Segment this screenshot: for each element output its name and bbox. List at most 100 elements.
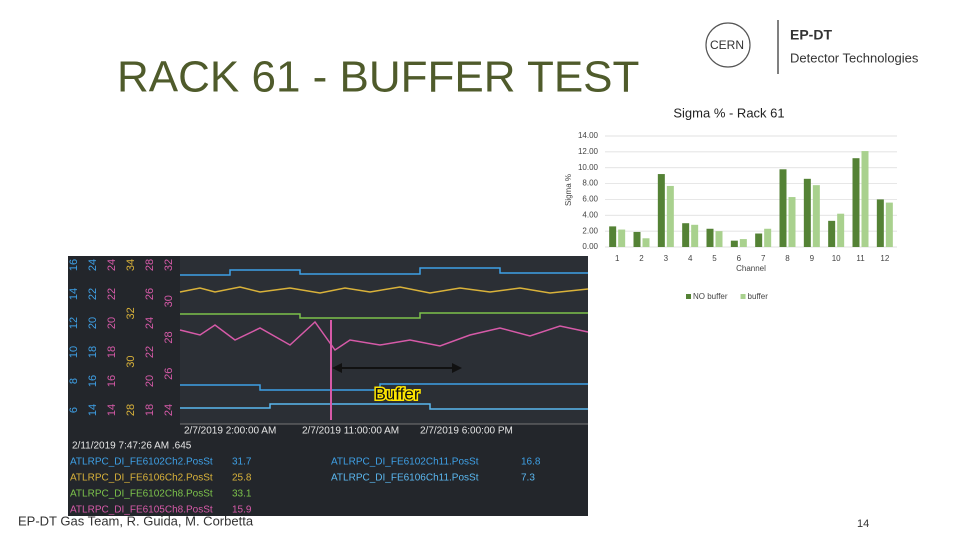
bar	[812, 185, 820, 247]
chart: Sigma % - Rack 61 Sigma % Channel 0.00 2.…	[564, 105, 897, 301]
x-tick-label: 1	[615, 254, 620, 263]
annotation: Buffer	[374, 384, 419, 403]
x-tick-label: 11	[856, 254, 865, 263]
bar	[730, 240, 738, 247]
trace	[180, 403, 588, 410]
bar	[609, 226, 617, 247]
tag-name: ATLRPC_DI_FE6102Ch11.PosSt	[331, 457, 479, 468]
scale-label: 34	[125, 259, 137, 271]
bar	[837, 213, 845, 247]
y-axis-label: Sigma %	[564, 174, 573, 206]
plot-area	[180, 256, 588, 424]
bar	[876, 199, 884, 247]
tag-value: 7.3	[521, 473, 535, 484]
logo-name: CERN	[710, 38, 744, 52]
tag-name: ATLRPC_DI_FE6106Ch11.PosSt	[331, 473, 479, 484]
bar	[828, 220, 836, 247]
x-tick-label: 3	[664, 254, 669, 263]
x-tick-label: 9	[810, 254, 815, 263]
chart-title: Sigma % - Rack 61	[673, 105, 784, 120]
scale-label: 32	[125, 307, 137, 319]
bar	[642, 238, 650, 247]
y-tick-label: 2.00	[582, 226, 598, 235]
y-tick-label: 6.00	[582, 195, 598, 204]
x-axis-label: Channel	[736, 264, 766, 273]
scale-label: 26	[144, 288, 156, 300]
scale-label: 20	[106, 317, 118, 329]
trace	[179, 286, 589, 294]
scale-label: 24	[144, 317, 156, 329]
time-label: 2/7/2019 6:00:00 PM	[420, 426, 513, 437]
x-tick-label: 8	[785, 254, 790, 263]
trace	[179, 320, 589, 352]
legend-swatch	[686, 294, 691, 299]
logo-subtitle: Detector Technologies	[790, 50, 919, 65]
scale-label: 28	[144, 259, 156, 271]
tag-name: ATLRPC_DI_FE6105Ch8.PosSt	[70, 505, 213, 516]
x-tick-label: 2	[639, 254, 644, 263]
scale-label: 16	[87, 375, 99, 387]
scale-label: 32	[163, 259, 175, 271]
y-tick-label: 0.00	[582, 242, 598, 251]
y-tick-label: 12.00	[578, 147, 599, 156]
legend-swatch	[740, 294, 746, 299]
bar	[885, 202, 893, 247]
scale-label: 18	[87, 346, 99, 358]
scale-label: 24	[87, 259, 99, 271]
bar	[852, 158, 860, 247]
bar	[788, 197, 796, 247]
tag-value: 16.8	[521, 457, 541, 468]
tag-value: 15.9	[232, 505, 252, 516]
scale-label: 6	[68, 407, 80, 413]
tag-name: ATLRPC_DI_FE6102Ch8.PosSt	[70, 489, 213, 500]
monitor-screenshot: Buffer 2/11/2019 7:47:26 AM .645 6 8 10 12 1…	[68, 256, 589, 516]
bar	[715, 231, 723, 247]
y-tick-label: 8.00	[582, 179, 598, 188]
scale-label: 14	[106, 404, 118, 416]
bar	[633, 231, 641, 247]
scale-label: 24	[163, 404, 175, 416]
x-tick-label: 7	[761, 254, 766, 263]
scale-label: 14	[68, 288, 80, 300]
bar	[779, 169, 787, 247]
bar	[739, 239, 747, 247]
bar	[755, 233, 763, 247]
scale-label: 16	[68, 259, 80, 271]
scale-label: 28	[163, 331, 175, 343]
tag-value: 25.8	[232, 473, 252, 484]
x-tick-label: 12	[880, 254, 889, 263]
arrow-head	[452, 363, 462, 373]
tag-name: ATLRPC_DI_FE6102Ch2.PosSt	[70, 457, 213, 468]
scale-label: 22	[106, 288, 118, 300]
scale-label: 30	[125, 356, 137, 368]
logo-ring	[705, 22, 751, 68]
cursor-time: 2/11/2019 7:47:26 AM .645	[72, 441, 192, 452]
tag-name: ATLRPC_DI_FE6106Ch2.PosSt	[70, 473, 213, 484]
bar	[803, 178, 811, 247]
bar	[706, 228, 714, 247]
tag-value: 33.1	[232, 489, 252, 500]
scale-label: 8	[68, 378, 80, 384]
scale-label: 12	[68, 317, 80, 329]
scale-label: 18	[144, 404, 156, 416]
x-tick-label: 4	[688, 254, 693, 263]
trace	[180, 267, 588, 276]
bar	[666, 185, 674, 247]
time-label: 2/7/2019 11:00:00 AM	[302, 426, 399, 437]
logo-group: EP-DT	[790, 27, 832, 43]
x-tick-label: 5	[712, 254, 717, 263]
scale-label: 28	[125, 404, 137, 416]
bar	[861, 151, 869, 247]
scale-label: 16	[106, 375, 118, 387]
page-number: 14	[857, 518, 869, 530]
arrow-head	[332, 363, 342, 373]
y-tick-label: 4.00	[582, 210, 598, 219]
bar	[682, 223, 690, 247]
scale-label: 14	[87, 404, 99, 416]
y-tick-label: 10.00	[578, 163, 599, 172]
legend-label: NO buffer	[693, 292, 728, 301]
slide-title: RACK 61 - BUFFER TEST	[117, 53, 639, 102]
bar	[657, 174, 665, 247]
scale-label: 26	[163, 368, 175, 380]
